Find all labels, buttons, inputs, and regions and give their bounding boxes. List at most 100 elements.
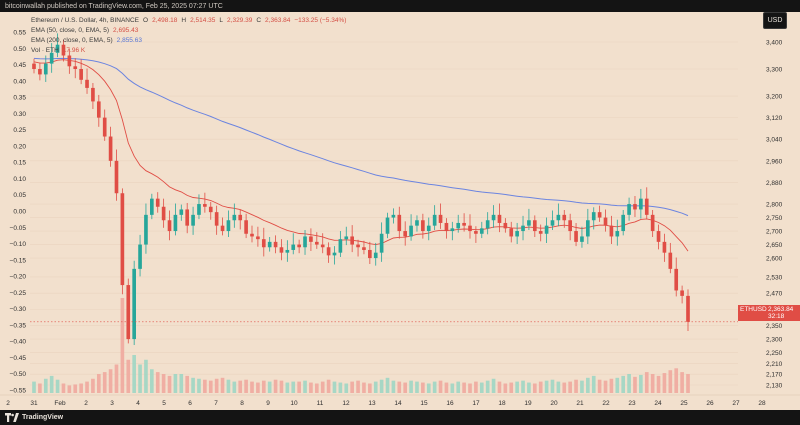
candle-7 xyxy=(73,66,78,70)
candle-5 xyxy=(61,44,66,56)
candle-107 xyxy=(662,241,667,253)
volume-bar-100 xyxy=(621,375,626,393)
volume-bar-95 xyxy=(591,375,596,393)
candle-78 xyxy=(491,214,496,221)
candle-38 xyxy=(256,236,260,240)
tradingview-logo-icon[interactable] xyxy=(5,413,19,422)
volume-bar-8 xyxy=(79,383,83,393)
volume-bar-78 xyxy=(491,378,496,393)
volume-bar-32 xyxy=(220,377,225,393)
x-axis-tick-17: 16 xyxy=(446,400,454,407)
volume-bar-44 xyxy=(291,381,296,393)
volume-bar-108 xyxy=(668,370,673,393)
candle-110 xyxy=(680,290,684,296)
volume-bar-46 xyxy=(303,380,307,393)
volume-bar-14 xyxy=(114,364,119,393)
candle-70 xyxy=(444,222,449,232)
legend-low: 2,329.39 xyxy=(227,17,253,24)
volume-bar-47 xyxy=(309,382,313,393)
volume-bar-54 xyxy=(350,381,354,393)
volume-bar-109 xyxy=(674,368,679,393)
volume-bar-92 xyxy=(574,379,578,393)
volume-bar-86 xyxy=(538,381,543,393)
candle-3 xyxy=(49,52,54,64)
x-axis-tick-29: 28 xyxy=(758,400,766,407)
candle-57 xyxy=(368,249,372,259)
candle-60 xyxy=(385,217,390,234)
volume-bar-29 xyxy=(203,379,207,393)
candle-99 xyxy=(615,231,620,237)
candle-69 xyxy=(438,214,443,223)
volume-bar-57 xyxy=(368,383,372,393)
right-axis-tick-19: 2,170 xyxy=(766,372,783,379)
candle-50 xyxy=(326,247,331,256)
left-axis-tick-2: 0.45 xyxy=(13,62,26,69)
candle-23 xyxy=(167,220,172,232)
candle-33 xyxy=(226,220,231,232)
chart-area[interactable] xyxy=(0,12,800,412)
volume-bar-88 xyxy=(550,379,555,393)
left-axis-tick-3: 0.40 xyxy=(13,78,26,85)
left-axis-tick-15: −0.20 xyxy=(10,274,27,281)
legend-ema50-row[interactable]: EMA (50, close, 0, EMA, 5) 2,695.43 xyxy=(31,26,346,36)
volume-bar-43 xyxy=(285,382,290,393)
price-tag-timer: 32:18 xyxy=(768,313,785,320)
x-axis-tick-4: 3 xyxy=(110,400,114,407)
x-axis-tick-2: Feb xyxy=(54,400,66,407)
candle-24 xyxy=(173,214,178,232)
volume-bar-23 xyxy=(167,375,172,393)
volume-bar-105 xyxy=(650,374,655,393)
candle-49 xyxy=(320,244,325,248)
volume-bar-111 xyxy=(686,374,690,393)
tradingview-brand[interactable]: TradingView xyxy=(22,414,64,421)
candle-66 xyxy=(421,220,425,232)
x-axis-tick-16: 15 xyxy=(420,400,428,407)
candle-27 xyxy=(191,214,195,226)
candle-74 xyxy=(468,225,472,232)
volume-bar-16 xyxy=(126,359,131,393)
left-axis-tick-10: 0.05 xyxy=(13,192,26,199)
candle-17 xyxy=(132,268,136,340)
volume-bar-79 xyxy=(497,381,502,393)
volume-bar-84 xyxy=(527,382,531,393)
right-axis-tick-13: 2,470 xyxy=(766,291,783,298)
left-axis-tick-9: 0.10 xyxy=(13,176,26,183)
currency-selector[interactable]: USD xyxy=(763,12,787,29)
legend-ema200-value: 2,855.63 xyxy=(116,37,142,44)
candle-30 xyxy=(208,206,213,213)
x-axis-tick-13: 12 xyxy=(342,400,350,407)
volume-bar-60 xyxy=(385,377,390,393)
volume-bar-62 xyxy=(397,381,402,393)
volume-bar-50 xyxy=(326,379,331,393)
candle-58 xyxy=(373,252,378,259)
candle-59 xyxy=(379,233,384,253)
candle-56 xyxy=(362,247,366,250)
x-axis-tick-5: 4 xyxy=(136,400,140,407)
volume-bar-71 xyxy=(450,383,455,393)
volume-bar-38 xyxy=(256,382,260,393)
volume-bar-102 xyxy=(633,376,637,393)
candle-102 xyxy=(633,204,637,210)
right-axis-tick-4: 3,040 xyxy=(766,137,783,144)
right-axis-tick-1: 3,300 xyxy=(766,67,783,74)
right-axis-tick-9: 2,700 xyxy=(766,229,783,236)
legend-volume-row[interactable]: Vol · ETH 17.96 K xyxy=(31,46,346,56)
legend-ema50-label: EMA (50, close, 0, EMA, 5) xyxy=(31,27,110,34)
volume-bar-101 xyxy=(627,374,631,393)
volume-bar-48 xyxy=(314,383,319,393)
candle-73 xyxy=(462,222,466,226)
candle-43 xyxy=(285,249,290,253)
candle-51 xyxy=(332,252,337,256)
candle-54 xyxy=(350,236,354,245)
legend-ema200-row[interactable]: EMA (200, close, 0, EMA, 5) 2,855.63 xyxy=(31,36,346,46)
candle-28 xyxy=(197,204,201,215)
volume-bar-75 xyxy=(474,381,478,393)
candle-77 xyxy=(485,220,490,229)
publisher-text: bitcoinwallah published on TradingView.c… xyxy=(5,2,223,10)
candle-35 xyxy=(238,214,243,221)
volume-bar-104 xyxy=(644,372,649,393)
left-axis-tick-17: −0.30 xyxy=(10,306,27,313)
candle-40 xyxy=(267,241,272,248)
right-axis-tick-3: 3,120 xyxy=(766,115,783,122)
